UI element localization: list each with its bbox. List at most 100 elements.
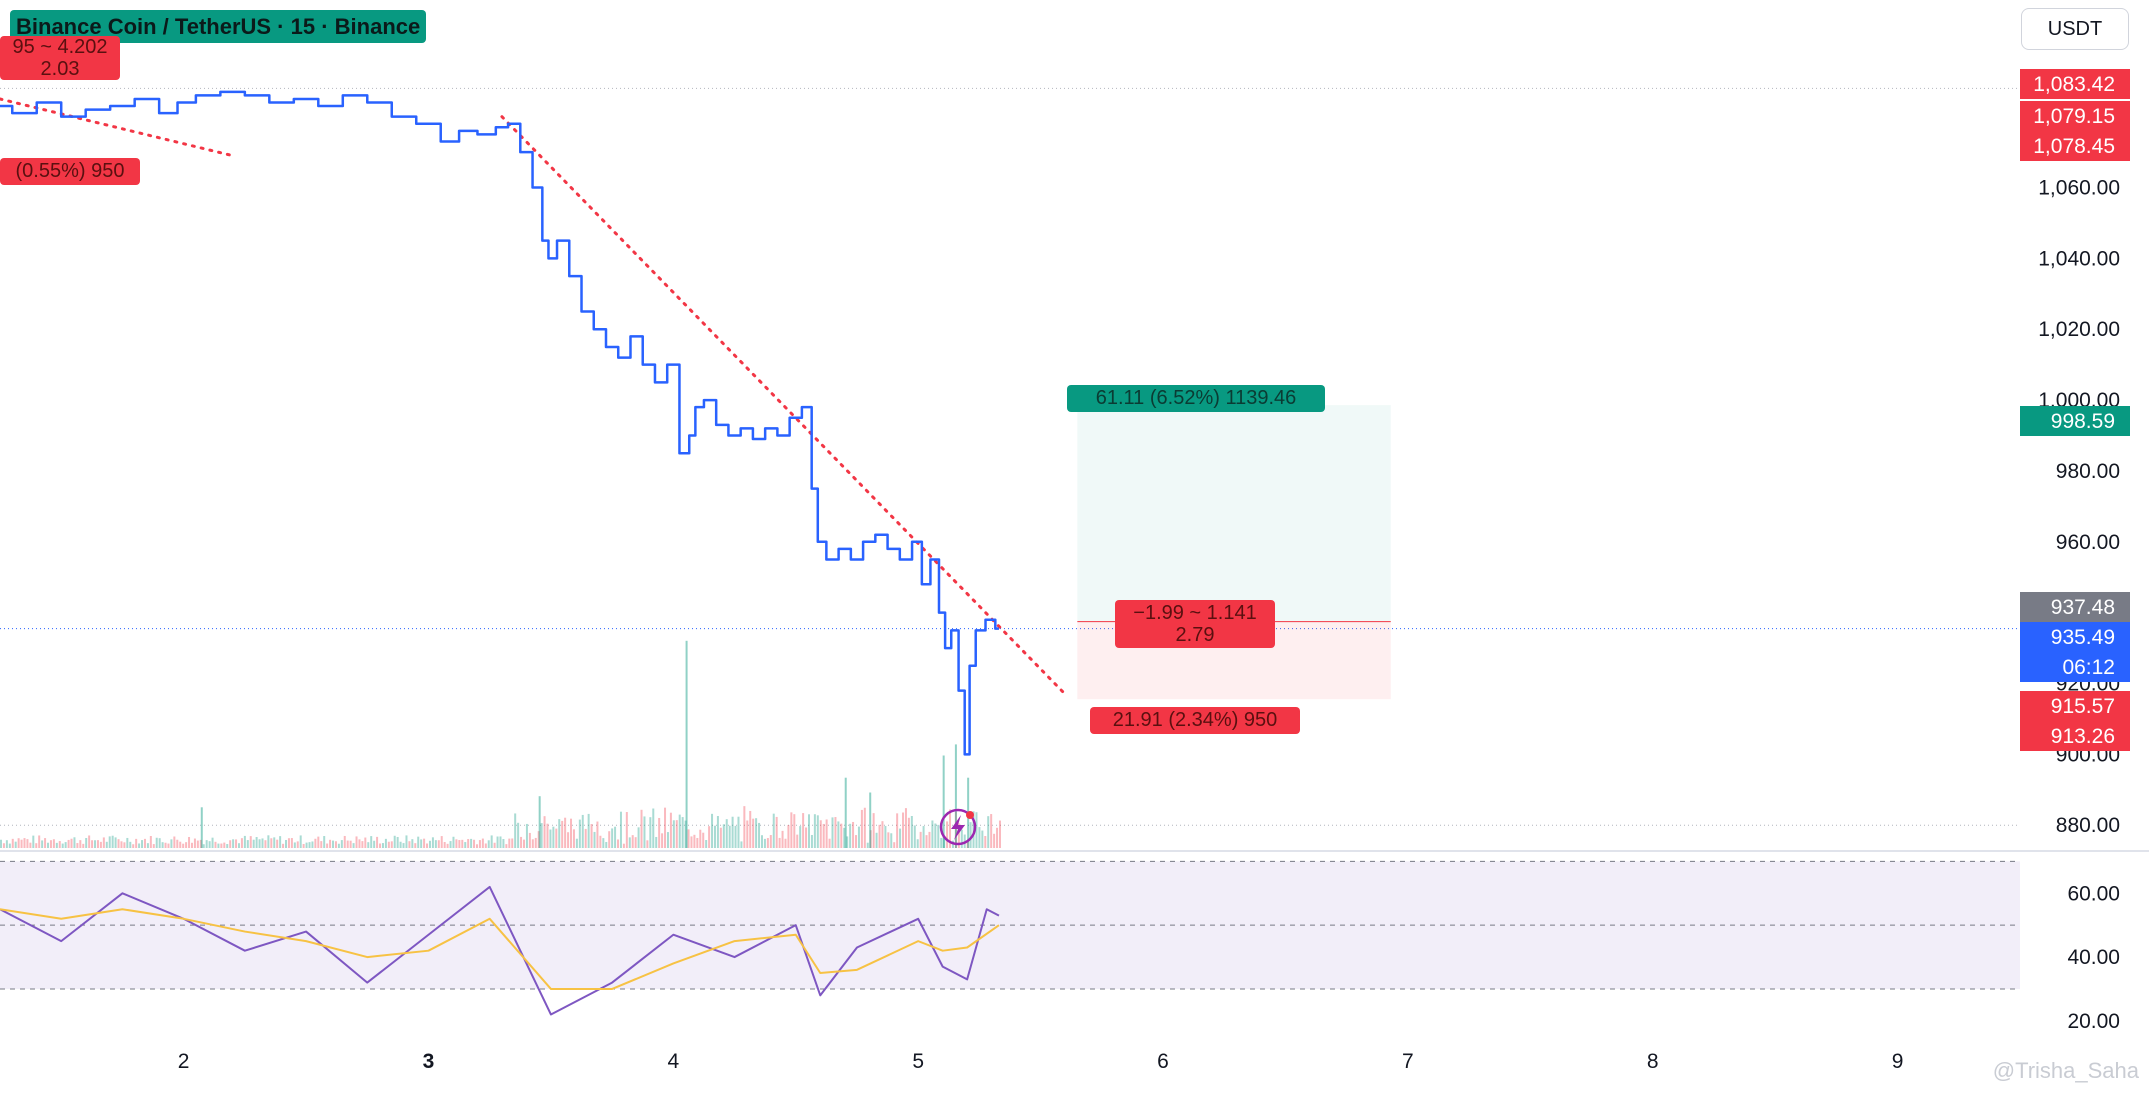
volume-bar xyxy=(326,843,329,848)
volume-bar xyxy=(528,832,531,848)
volume-bar xyxy=(70,838,73,848)
volume-bar xyxy=(828,838,831,848)
price-badge-label: 998.59 xyxy=(2051,410,2115,433)
volume-bar xyxy=(487,840,490,848)
volume-bar xyxy=(387,841,390,848)
volume-bar xyxy=(23,838,26,848)
volume-bar xyxy=(546,823,549,848)
price-badge xyxy=(2020,69,2130,99)
volume-bar xyxy=(464,842,467,848)
volume-bar xyxy=(555,828,558,848)
volume-bar xyxy=(514,813,517,848)
volume-bar xyxy=(943,835,946,848)
volume-bar xyxy=(496,836,499,848)
volume-bar xyxy=(20,839,23,848)
volume-bar xyxy=(52,839,55,848)
volume-bar xyxy=(67,839,70,848)
price-badge-label: 1,083.42 xyxy=(2033,73,2115,96)
rsi-ma-line xyxy=(0,908,1000,990)
volume-bar xyxy=(355,836,358,848)
volume-bar xyxy=(772,813,775,848)
volume-bar xyxy=(655,836,658,848)
volume-bar xyxy=(399,841,402,848)
volume-bar xyxy=(766,838,769,848)
price-badge xyxy=(2020,101,2130,131)
volume-bar xyxy=(993,833,996,848)
volume-bar xyxy=(587,813,590,848)
volume-bar xyxy=(708,826,711,848)
volume-bar xyxy=(279,836,282,848)
volume-bar xyxy=(540,823,543,848)
price-axis-tick: 960.00 xyxy=(2056,531,2120,554)
volume-bar xyxy=(155,837,158,848)
volume-bar xyxy=(646,840,649,848)
risk-range-text: −1.99 ~ 1.141 xyxy=(1133,602,1257,624)
volume-bar xyxy=(55,842,58,848)
lightning-icon[interactable] xyxy=(939,808,977,846)
volume-bar xyxy=(232,839,235,848)
top-left-ratio-text: 2.03 xyxy=(40,58,80,80)
volume-bar xyxy=(913,825,916,848)
volume-bar xyxy=(367,842,370,848)
volume-bar xyxy=(314,838,317,848)
volume-bar xyxy=(299,835,302,848)
volume-bar xyxy=(126,837,129,848)
volume-bar xyxy=(446,843,449,848)
volume-bar xyxy=(517,822,520,848)
volume-bar xyxy=(96,840,99,848)
volume-bar xyxy=(869,830,872,848)
volume-bar xyxy=(158,838,161,848)
volume-bar xyxy=(628,837,631,848)
volume-bar xyxy=(672,820,675,848)
price-badge xyxy=(2020,721,2130,751)
volume-bar xyxy=(340,840,343,848)
volume-bar xyxy=(226,844,229,848)
position-profit-zone[interactable] xyxy=(1077,405,1391,622)
volume-bar xyxy=(681,817,684,848)
volume-bar xyxy=(258,839,261,848)
volume-bar xyxy=(922,826,925,848)
top-left-stop-label: (0.55%) 950 xyxy=(0,158,140,185)
volume-bar xyxy=(722,824,725,848)
volume-bar xyxy=(41,840,44,848)
volume-bar xyxy=(863,807,866,848)
volume-bar xyxy=(534,837,537,848)
volume-bar xyxy=(834,817,837,848)
volume-bar xyxy=(431,837,434,848)
trendline-descending[interactable] xyxy=(500,115,1067,696)
volume-bar xyxy=(919,831,922,848)
volume-bar xyxy=(749,810,752,848)
volume-bar xyxy=(329,839,332,848)
volume-bar xyxy=(220,843,223,848)
volume-bar xyxy=(211,837,214,848)
volume-bar xyxy=(285,839,288,848)
price-line[interactable] xyxy=(0,90,999,756)
volume-bar xyxy=(778,837,781,848)
volume-bar xyxy=(787,825,790,848)
volume-bar xyxy=(49,840,52,848)
volume-bar xyxy=(622,843,625,848)
volume-bar xyxy=(396,836,399,848)
volume-bar xyxy=(411,839,414,848)
volume-bar xyxy=(793,814,796,848)
volume-bar xyxy=(138,843,141,848)
volume-bar xyxy=(760,835,763,848)
volume-bar xyxy=(925,835,928,848)
volume-spike-bar xyxy=(942,755,945,848)
price-badge-countdown: 06:12 xyxy=(2062,656,2115,679)
price-badge-label: 913.26 xyxy=(2051,725,2115,748)
volume-bar xyxy=(370,836,373,848)
currency-selector-button[interactable]: USDT xyxy=(2021,8,2129,50)
volume-bar xyxy=(58,841,61,848)
volume-bar xyxy=(593,831,596,848)
volume-bar xyxy=(264,840,267,848)
volume-bar xyxy=(332,840,335,848)
price-axis-tick: 980.00 xyxy=(2056,460,2120,483)
volume-bar xyxy=(376,836,379,848)
volume-bar xyxy=(290,838,293,848)
trendline-upper-left[interactable] xyxy=(0,97,235,158)
volume-bar xyxy=(35,843,38,848)
volume-bar xyxy=(619,811,622,848)
volume-bar xyxy=(243,835,246,848)
